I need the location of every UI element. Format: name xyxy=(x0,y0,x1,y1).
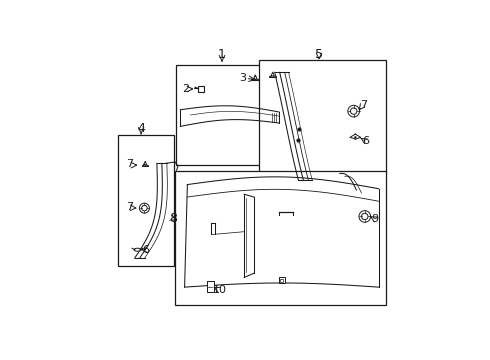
Bar xyxy=(279,277,285,283)
Bar xyxy=(280,279,283,282)
Text: 8: 8 xyxy=(169,212,177,225)
Text: 2: 2 xyxy=(182,84,189,94)
Text: 3: 3 xyxy=(239,73,246,83)
Text: 7: 7 xyxy=(125,202,133,212)
Polygon shape xyxy=(350,134,361,139)
Bar xyxy=(176,66,284,165)
Bar xyxy=(251,79,259,80)
Text: 6: 6 xyxy=(362,136,369,146)
Circle shape xyxy=(350,108,357,114)
Bar xyxy=(269,76,276,77)
Circle shape xyxy=(142,206,147,211)
Polygon shape xyxy=(253,75,257,79)
Bar xyxy=(259,60,386,174)
Circle shape xyxy=(359,211,370,222)
Circle shape xyxy=(140,203,149,213)
Circle shape xyxy=(355,137,356,138)
Ellipse shape xyxy=(134,248,141,251)
Circle shape xyxy=(362,213,368,220)
Polygon shape xyxy=(271,72,274,76)
Bar xyxy=(207,281,214,292)
Text: 7: 7 xyxy=(125,159,133,169)
Circle shape xyxy=(348,105,360,117)
Text: 7: 7 xyxy=(360,100,368,110)
Text: 5: 5 xyxy=(315,48,323,61)
Text: 6: 6 xyxy=(142,245,149,255)
Bar xyxy=(118,135,173,266)
Text: 10: 10 xyxy=(213,285,227,295)
Text: 9: 9 xyxy=(371,214,378,224)
Bar xyxy=(175,171,386,305)
Bar xyxy=(198,86,204,91)
Text: 4: 4 xyxy=(137,122,145,135)
Text: 1: 1 xyxy=(218,48,226,61)
Bar xyxy=(142,165,148,166)
Polygon shape xyxy=(144,161,147,165)
